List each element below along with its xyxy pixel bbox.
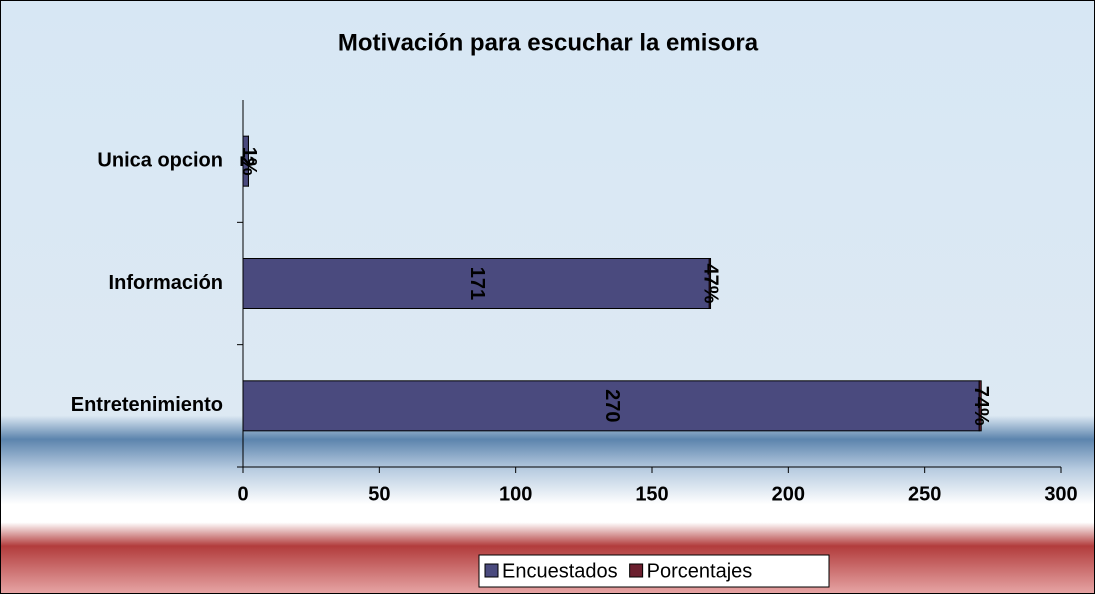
bar <box>242 380 980 432</box>
x-tick-label: 200 <box>772 483 805 505</box>
data-label: 1% <box>238 147 260 176</box>
bar <box>708 258 712 309</box>
data-label: 2 <box>235 156 257 167</box>
legend-swatch <box>484 563 499 578</box>
data-label: 270 <box>601 389 623 422</box>
data-label: 47% <box>700 263 722 303</box>
chart-title: Motivación para escuchar la emisora <box>338 29 759 56</box>
legend: Encuestados Porcentajes <box>478 554 830 588</box>
legend-box <box>478 554 830 588</box>
bar <box>242 258 710 309</box>
y-tick-label: Información <box>109 272 223 294</box>
legend-label: Porcentajes <box>647 560 753 582</box>
legend-swatch <box>629 563 644 578</box>
y-tick-label: Entretenimiento <box>71 394 223 416</box>
data-label: 171 <box>466 267 488 300</box>
x-tick-label: 300 <box>1044 483 1077 505</box>
y-tick-label: Unica opcion <box>97 149 223 171</box>
x-tick-label: 150 <box>635 483 668 505</box>
x-tick-label: 250 <box>908 483 941 505</box>
x-tick-label: 0 <box>237 483 248 505</box>
legend-label: Encuestados <box>502 560 618 582</box>
x-tick-label: 50 <box>368 483 390 505</box>
bar <box>978 380 982 432</box>
x-tick-label: 100 <box>499 483 532 505</box>
data-label: 74% <box>970 386 992 426</box>
